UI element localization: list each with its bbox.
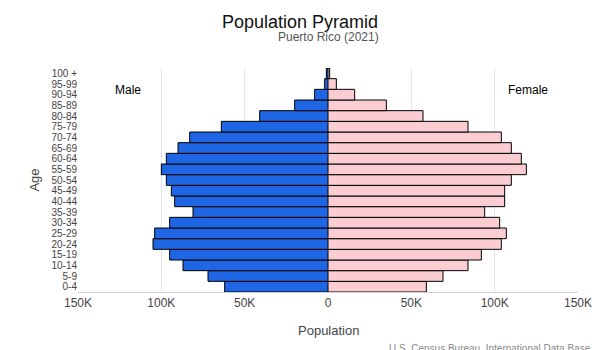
- svg-text:70-74: 70-74: [51, 132, 77, 143]
- svg-text:Puerto Rico (2021): Puerto Rico (2021): [278, 30, 379, 44]
- svg-text:40-44: 40-44: [51, 196, 77, 207]
- svg-text:50K: 50K: [234, 296, 255, 310]
- svg-text:Population Pyramid: Population Pyramid: [222, 12, 378, 32]
- svg-text:0-4: 0-4: [63, 281, 78, 292]
- svg-text:150K: 150K: [64, 296, 92, 310]
- svg-text:90-94: 90-94: [51, 89, 77, 100]
- svg-text:30-34: 30-34: [51, 217, 77, 228]
- svg-text:Female: Female: [508, 83, 548, 97]
- svg-text:65-69: 65-69: [51, 143, 77, 154]
- svg-text:95-99: 95-99: [51, 79, 77, 90]
- svg-text:50-54: 50-54: [51, 175, 77, 186]
- svg-text:100 +: 100 +: [52, 68, 77, 79]
- svg-text:0: 0: [325, 296, 332, 310]
- svg-text:80-84: 80-84: [51, 111, 77, 122]
- svg-text:Male: Male: [115, 83, 141, 97]
- svg-text:Population: Population: [298, 323, 359, 338]
- svg-text:45-49: 45-49: [51, 185, 77, 196]
- svg-text:25-29: 25-29: [51, 228, 77, 239]
- svg-text:35-39: 35-39: [51, 207, 77, 218]
- svg-text:5-9: 5-9: [63, 271, 78, 282]
- svg-text:10-14: 10-14: [51, 260, 77, 271]
- svg-text:100K: 100K: [147, 296, 175, 310]
- svg-text:20-24: 20-24: [51, 239, 77, 250]
- svg-text:85-89: 85-89: [51, 100, 77, 111]
- svg-text:75-79: 75-79: [51, 121, 77, 132]
- svg-text:100K: 100K: [481, 296, 509, 310]
- svg-text:Age: Age: [27, 168, 42, 191]
- svg-text:55-59: 55-59: [51, 164, 77, 175]
- svg-text:150K: 150K: [564, 296, 592, 310]
- svg-text:60-64: 60-64: [51, 153, 77, 164]
- svg-text:15-19: 15-19: [51, 249, 77, 260]
- svg-text:U.S. Census Bureau, Internatio: U.S. Census Bureau, International Data B…: [389, 343, 591, 350]
- svg-text:50K: 50K: [401, 296, 422, 310]
